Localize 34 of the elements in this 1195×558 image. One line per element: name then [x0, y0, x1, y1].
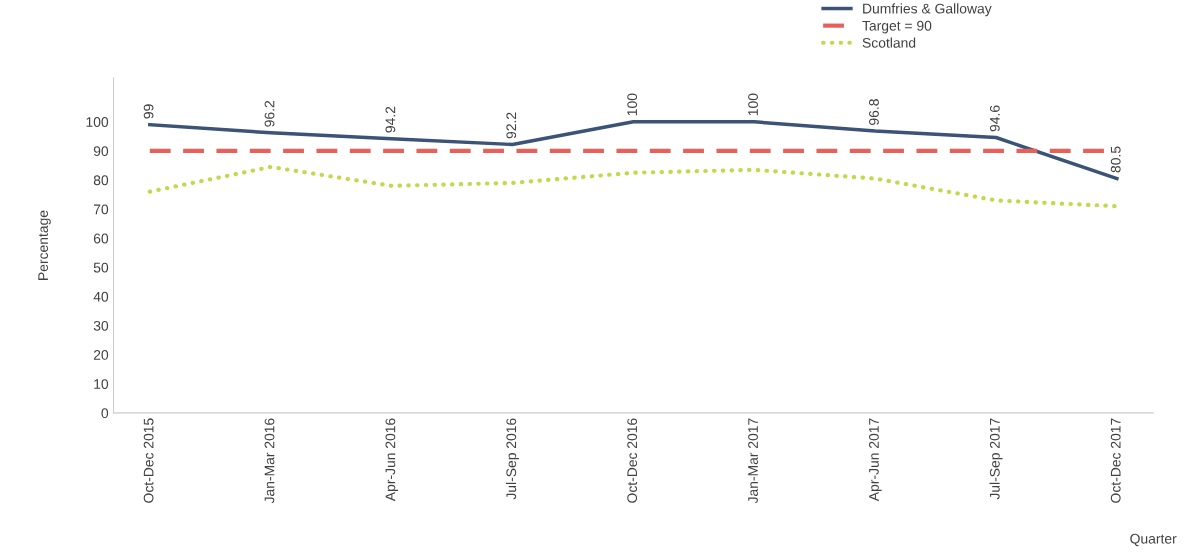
y-tick-label: 50 [93, 262, 109, 273]
data-label: 94.6 [989, 105, 1000, 132]
legend-label: Scotland [862, 37, 916, 48]
y-tick-label: 100 [86, 117, 109, 127]
y-tick-label: 10 [94, 379, 109, 389]
x-axis-title: Quarter [1130, 533, 1177, 547]
y-tick-label: 90 [93, 146, 109, 157]
y-tick-label: 70 [93, 204, 109, 215]
x-tick-label: Apr-Jun 2016 [385, 418, 399, 502]
x-tick-label: Oct-Dec 2017 [1110, 418, 1121, 503]
x-tick-label: Apr-Jun 2017 [869, 418, 882, 502]
x-tick-label: Oct-Dec 2015 [143, 418, 154, 503]
data-label: 92.2 [506, 112, 517, 139]
y-tick-label: 30 [93, 320, 109, 331]
x-tick-label: Jul-Sep 2017 [989, 418, 1003, 500]
y-tick-label: 0 [101, 408, 109, 419]
data-label: 80.5 [1110, 146, 1121, 173]
x-tick-label: Jul-Sep 2016 [505, 418, 519, 500]
data-label: 94.2 [385, 106, 396, 133]
data-label: 100 [748, 93, 758, 116]
data-label: 96.8 [869, 99, 879, 125]
y-tick-label: 40 [93, 291, 109, 302]
y-axis-title: Percentage [38, 210, 51, 280]
y-tick-label: 60 [93, 233, 109, 244]
legend-label: Dumfries & Galloway [863, 3, 992, 17]
data-label: 100 [627, 93, 638, 116]
legend-label: Target = 90 [862, 20, 932, 34]
data-label: 99 [143, 104, 154, 119]
x-tick-label: Jan-Mar 2016 [264, 418, 275, 504]
x-tick-label: Oct-Dec 2016 [627, 418, 638, 503]
x-tick-label: Jan-Mar 2017 [748, 418, 758, 504]
y-tick-label: 80 [93, 175, 109, 186]
y-tick-label: 20 [93, 350, 109, 360]
data-label: 96.2 [264, 100, 275, 127]
